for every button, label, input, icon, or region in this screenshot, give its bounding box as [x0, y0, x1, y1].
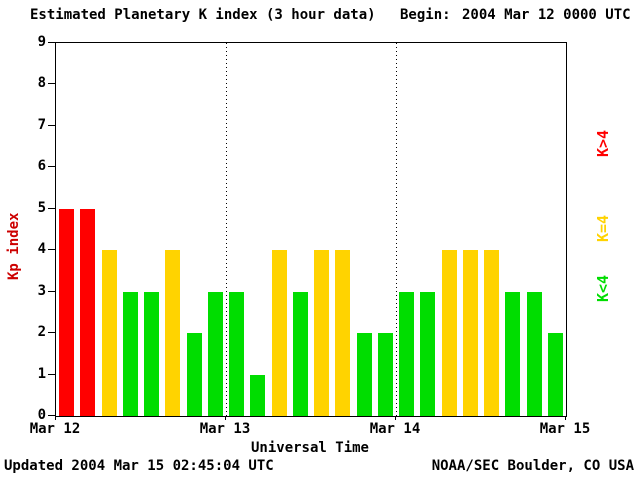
legend-item: K<4: [594, 274, 612, 302]
updated-timestamp: Updated 2004 Mar 15 02:45:04 UTC: [4, 458, 274, 474]
kp-bar: [59, 208, 75, 416]
y-axis-tick: [48, 124, 55, 126]
kp-bar: [484, 250, 500, 416]
y-tick-label: 8: [37, 75, 46, 92]
kp-bar: [271, 250, 287, 416]
x-tick-label: Mar 13: [199, 421, 251, 437]
x-axis-label: Universal Time: [250, 440, 369, 456]
y-axis-tick: [48, 332, 55, 334]
kp-bar: [80, 208, 96, 416]
y-axis-tick: [48, 42, 55, 43]
x-axis-tick: [225, 416, 226, 420]
kp-bar: [356, 333, 372, 416]
kp-bar: [547, 333, 563, 416]
legend-item: K=4: [594, 214, 612, 242]
day-boundary-gridline: [226, 43, 227, 416]
kp-bar: [207, 291, 223, 416]
x-tick-label: Mar 15: [539, 421, 591, 437]
y-axis-tick: [48, 166, 55, 168]
x-tick-label: Mar 12: [29, 421, 81, 437]
y-axis-tick: [48, 290, 55, 292]
y-axis-tick: [48, 415, 55, 416]
x-axis-tick: [395, 416, 396, 420]
source-credit: NOAA/SEC Boulder, CO USA: [431, 458, 634, 474]
legend-item: K>4: [594, 129, 612, 157]
kp-bar: [441, 250, 457, 416]
kp-bar: [165, 250, 181, 416]
x-axis-tick: [565, 416, 566, 420]
y-tick-label: 1: [37, 365, 46, 382]
kp-bar: [399, 291, 415, 416]
chart-title: Estimated Planetary K index (3 hour data…: [30, 7, 376, 23]
x-tick-label: Mar 14: [369, 421, 421, 437]
y-axis-tick: [48, 207, 55, 209]
y-axis-tick: [48, 249, 55, 251]
y-tick-label: 2: [37, 324, 46, 341]
kp-bar: [186, 333, 202, 416]
day-boundary-gridline: [396, 43, 397, 416]
y-axis-tick: [48, 373, 55, 375]
kp-bar: [526, 291, 542, 416]
begin-label: Begin:: [400, 7, 451, 23]
kp-bar: [144, 291, 160, 416]
plot-area: [55, 42, 567, 417]
kp-bar: [101, 250, 117, 416]
kp-bar: [505, 291, 521, 416]
kp-bar: [250, 374, 266, 416]
y-tick-label: 5: [37, 199, 46, 216]
y-tick-label: 0: [37, 407, 46, 423]
y-tick-label: 6: [37, 158, 46, 175]
kp-bar: [335, 250, 351, 416]
kp-bar: [377, 333, 393, 416]
y-tick-label: 7: [37, 116, 46, 133]
kp-bar: [292, 291, 308, 416]
x-axis-tick: [55, 416, 56, 420]
y-tick-label: 3: [37, 282, 46, 299]
y-tick-label: 9: [37, 34, 46, 50]
kp-bar: [420, 291, 436, 416]
y-axis-tick: [48, 83, 55, 85]
begin-value: 2004 Mar 12 0000 UTC: [462, 7, 631, 23]
kp-bar: [122, 291, 138, 416]
kp-bar: [229, 291, 245, 416]
kp-bar: [314, 250, 330, 416]
y-tick-label: 4: [37, 241, 46, 258]
kp-bar: [462, 250, 478, 416]
